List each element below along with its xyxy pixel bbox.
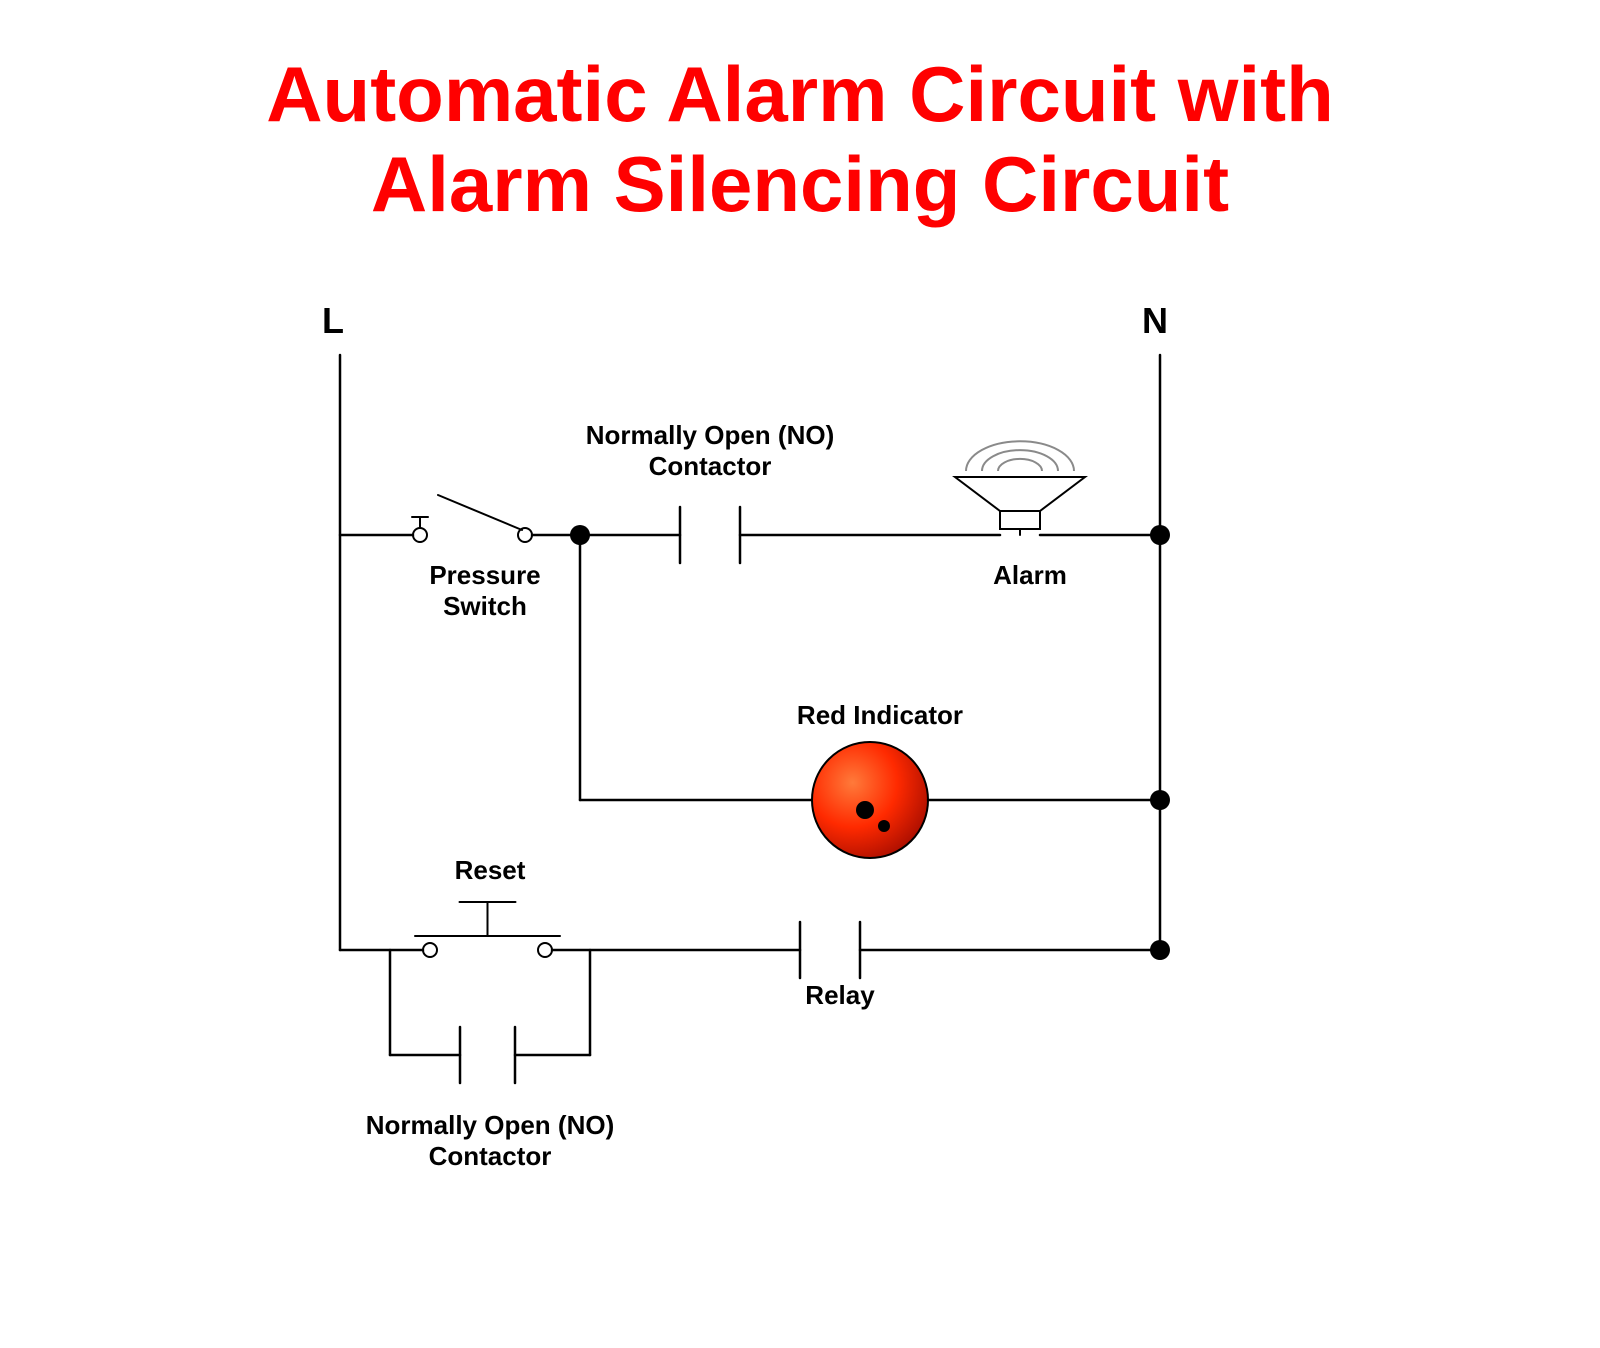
label-L: L	[322, 300, 344, 342]
label-red-indicator: Red Indicator	[770, 700, 990, 731]
label-N: N	[1142, 300, 1168, 342]
label-relay: Relay	[790, 980, 890, 1011]
title-line-2: Alarm Silencing Circuit	[371, 140, 1229, 228]
label-pressure-switch: Pressure Switch	[395, 560, 575, 622]
circuit-diagram: L N Normally Open (NO) Contactor Alarm P…	[300, 300, 1300, 1300]
label-alarm: Alarm	[970, 560, 1090, 591]
title-line-1: Automatic Alarm Circuit with	[266, 50, 1334, 138]
label-reset: Reset	[435, 855, 545, 886]
label-no-contactor-top: Normally Open (NO) Contactor	[550, 420, 870, 482]
label-no-contactor-bottom: Normally Open (NO) Contactor	[330, 1110, 650, 1172]
page-title: Automatic Alarm Circuit with Alarm Silen…	[0, 50, 1600, 229]
